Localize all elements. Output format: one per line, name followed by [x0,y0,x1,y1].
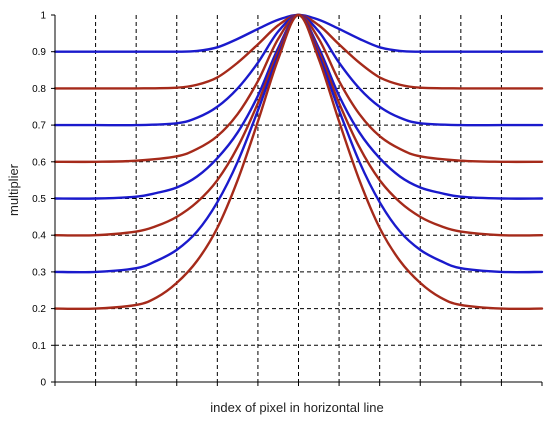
y-tick-label: 0.7 [32,121,46,132]
y-tick-label: 0.2 [32,304,46,315]
y-tick-label: 0.6 [32,157,46,168]
y-tick-label: 0.1 [32,341,46,352]
y-tick-label: 0.3 [32,267,46,278]
series-lines [53,13,544,311]
y-tick-label: 0.4 [32,231,46,242]
y-tick-label: 0.8 [32,84,46,95]
y-tick-label: 0 [40,378,46,389]
y-axis-label: multiplier [6,163,21,216]
x-axis-label: index of pixel in horizontal line [210,400,383,415]
y-tick-label: 0.9 [32,47,46,58]
y-tick-label: 1 [40,11,46,22]
tick-labels: 0 0.1 0.2 0.3 0.4 0.5 0.6 0.7 0.8 0.9 1 [32,11,46,389]
grid [55,15,542,382]
series-line-0-2 [53,13,544,311]
axes [51,14,543,386]
y-tick-label: 0.5 [32,194,46,205]
